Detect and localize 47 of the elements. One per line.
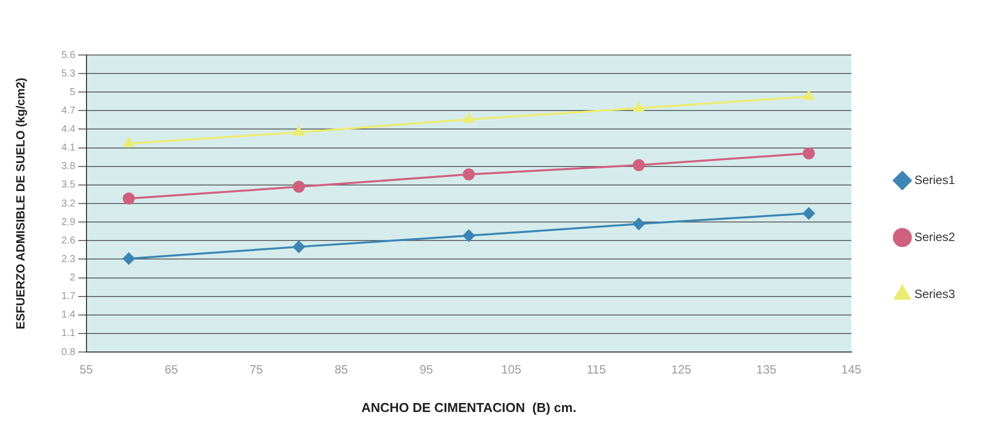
x-tick-label: 85	[334, 362, 348, 377]
y-tick-label: 1.7	[61, 291, 76, 302]
point	[123, 137, 134, 147]
y-tick-label: 5.3	[61, 68, 76, 80]
y-tick-label: 5.6	[61, 50, 76, 61]
point	[633, 102, 644, 112]
y-axis-title: ESFUERZO ADMISIBLE DE SUELO (kg/cm2)	[14, 78, 28, 330]
y-tick-label: 5	[70, 86, 76, 98]
x-tick-label: 145	[841, 362, 862, 377]
point	[122, 252, 135, 265]
legend-label: Series1	[914, 172, 956, 187]
y-tick-label: 4.1	[61, 142, 76, 154]
point	[802, 207, 815, 220]
y-tick-label: 4.4	[61, 124, 76, 135]
point	[462, 230, 475, 242]
x-tick-label: 75	[250, 362, 264, 377]
x-tick-label: 125	[671, 362, 692, 377]
legend-label: Series2	[914, 230, 956, 244]
y-tick-label: 3.2	[61, 198, 76, 210]
point	[463, 113, 474, 123]
point	[292, 180, 305, 193]
x-tick-label: 115	[586, 362, 606, 377]
y-tick-label: 3.8	[61, 161, 76, 172]
y-tick-label: 2.6	[61, 235, 76, 246]
y-tick-label: 4.7	[61, 105, 76, 116]
point	[802, 147, 815, 160]
x-tick-label: 95	[420, 362, 434, 377]
y-tick-label: 1.4	[61, 310, 76, 321]
point	[122, 192, 135, 205]
legend-label: Series3	[914, 286, 956, 301]
x-tick-label: 55	[80, 362, 94, 377]
y-tick-label: 1.1	[61, 328, 76, 340]
point	[292, 240, 305, 253]
point	[803, 90, 814, 100]
y-tick-label: 3.5	[61, 180, 76, 191]
point	[632, 159, 645, 172]
y-tick-label: 2.9	[61, 216, 76, 228]
x-axis-title: ANCHO DE CIMENTACION (B) cm.	[361, 400, 576, 415]
y-tick-label: 0.8	[61, 346, 76, 358]
x-tick-label: 65	[164, 362, 178, 377]
y-tick-label: 2.3	[61, 254, 76, 265]
point	[293, 126, 304, 136]
y-tick-label: 2	[70, 272, 76, 284]
point	[632, 218, 645, 230]
x-tick-label: 105	[501, 362, 522, 377]
point	[462, 168, 475, 180]
x-tick-label: 135	[756, 362, 777, 377]
